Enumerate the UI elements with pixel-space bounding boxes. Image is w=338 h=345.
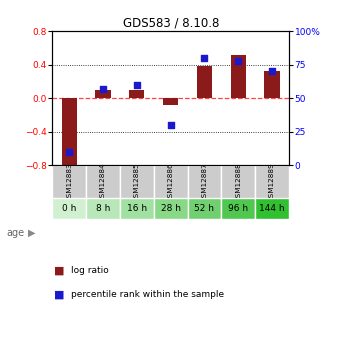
Text: ■: ■: [54, 290, 65, 300]
Bar: [221, 198, 255, 219]
Text: age: age: [7, 228, 25, 238]
Bar: [265, 70, 280, 98]
Text: 96 h: 96 h: [228, 204, 248, 213]
Bar: [255, 198, 289, 219]
Text: 0 h: 0 h: [62, 204, 76, 213]
Bar: [154, 198, 188, 219]
Text: ■: ■: [54, 266, 65, 276]
Bar: [86, 198, 120, 219]
Text: GSM12886: GSM12886: [168, 162, 174, 201]
Bar: [96, 90, 111, 98]
Text: log ratio: log ratio: [71, 266, 109, 275]
Point: [168, 122, 173, 128]
Point: [100, 86, 106, 91]
Text: percentile rank within the sample: percentile rank within the sample: [71, 290, 224, 299]
Text: GSM12885: GSM12885: [134, 162, 140, 201]
Text: 8 h: 8 h: [96, 204, 110, 213]
Text: GSM12889: GSM12889: [269, 162, 275, 201]
Bar: [221, 165, 255, 198]
Point: [269, 69, 275, 74]
Text: ▶: ▶: [28, 228, 36, 238]
Bar: [52, 165, 86, 198]
Bar: [255, 165, 289, 198]
Bar: [154, 165, 188, 198]
Text: GSM12884: GSM12884: [100, 162, 106, 201]
Bar: [163, 98, 178, 105]
Bar: [62, 98, 77, 169]
Text: GSM12883: GSM12883: [66, 162, 72, 201]
Point: [134, 82, 140, 88]
Bar: [188, 198, 221, 219]
Bar: [120, 198, 154, 219]
Bar: [188, 165, 221, 198]
Point: [202, 55, 207, 61]
Text: 16 h: 16 h: [127, 204, 147, 213]
Bar: [129, 90, 145, 98]
Text: 52 h: 52 h: [194, 204, 215, 213]
Bar: [86, 165, 120, 198]
Point: [236, 58, 241, 63]
Text: GSM12887: GSM12887: [201, 162, 208, 201]
Text: 144 h: 144 h: [259, 204, 285, 213]
Bar: [120, 165, 154, 198]
Title: GDS583 / 8.10.8: GDS583 / 8.10.8: [122, 17, 219, 30]
Bar: [197, 66, 212, 98]
Text: GSM12888: GSM12888: [235, 162, 241, 201]
Bar: [231, 55, 246, 98]
Text: 28 h: 28 h: [161, 204, 181, 213]
Bar: [52, 198, 86, 219]
Point: [67, 149, 72, 155]
